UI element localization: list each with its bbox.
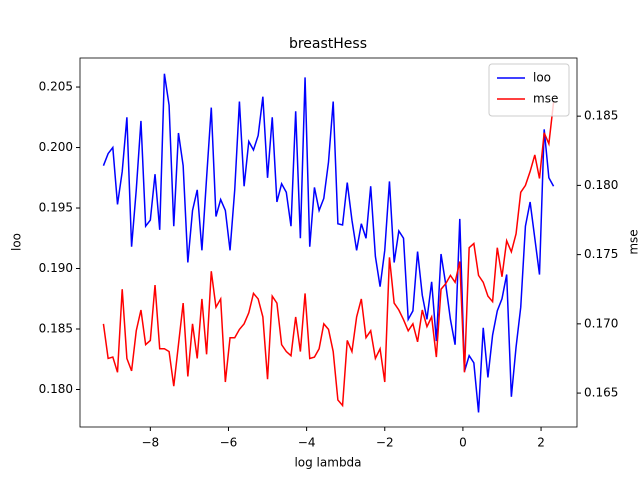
- chart-title: breastHess: [289, 36, 367, 52]
- legend-label: loo: [533, 71, 551, 85]
- y-tick-label: 0.180: [39, 382, 73, 396]
- legend-label: mse: [533, 92, 558, 106]
- y2-tick-label: 0.165: [584, 386, 618, 400]
- y-tick-label: 0.195: [39, 201, 73, 215]
- x-axis-label: log lambda: [294, 456, 361, 470]
- x-tick-label: −4: [298, 436, 316, 450]
- x-tick-label: −2: [376, 436, 394, 450]
- y-tick-label: 0.205: [39, 80, 73, 94]
- x-tick-label: −8: [141, 436, 159, 450]
- x-tick-label: −6: [220, 436, 238, 450]
- y2-tick-label: 0.170: [584, 316, 618, 330]
- y-axis-label: loo: [10, 233, 24, 251]
- y2-axis-label: mse: [627, 229, 640, 254]
- y-tick-label: 0.190: [39, 261, 73, 275]
- x-tick-label: 0: [459, 436, 467, 450]
- plot-frame: [79, 57, 578, 428]
- y2-tick-label: 0.185: [584, 109, 618, 123]
- line-series: [102, 102, 555, 408]
- y-tick-label: 0.185: [39, 322, 73, 336]
- x-tick-label: 2: [537, 436, 545, 450]
- line-series: [102, 73, 555, 413]
- y2-tick-label: 0.175: [584, 247, 618, 261]
- y2-tick-label: 0.180: [584, 178, 618, 192]
- legend-box: [488, 63, 570, 117]
- y-tick-label: 0.200: [39, 140, 73, 154]
